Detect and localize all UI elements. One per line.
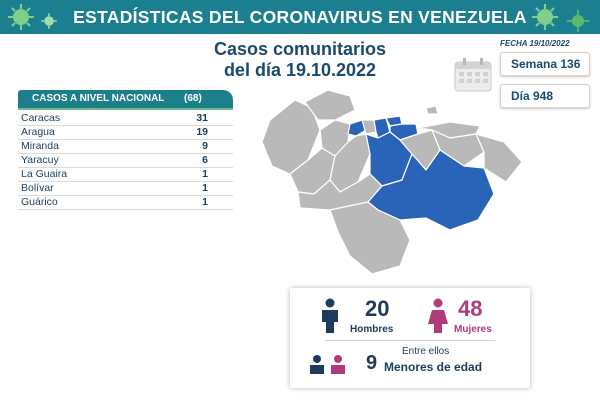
day-badge: Día 948 [500, 84, 590, 108]
subtitle-line2: del día 19.10.2022 [223, 60, 377, 80]
table-row: Guárico 1 [18, 196, 233, 210]
table-title: CASOS A NIVEL NACIONAL [32, 93, 165, 104]
state-value: 6 [202, 154, 208, 166]
state-value: 31 [196, 112, 208, 124]
calendar-icon [454, 58, 492, 92]
date-label: FECHA 19/10/2022 [500, 39, 570, 48]
state-name: Aragua [21, 126, 55, 138]
state-yaracuy [347, 119, 367, 137]
virus-icon [41, 13, 57, 29]
cases-table: CASOS A NIVEL NACIONAL (68) Caracas 31 Ar… [18, 90, 233, 216]
minors-count: 9 [366, 352, 378, 374]
male-label: Hombres [350, 324, 394, 335]
state-name: Caracas [21, 112, 61, 124]
table-header: CASOS A NIVEL NACIONAL (68) [18, 90, 233, 108]
male-count: 20 [365, 296, 390, 321]
state-name: La Guaira [21, 168, 68, 180]
subtitle-line1: Casos comunitarios [213, 39, 387, 59]
male-icon [322, 298, 338, 333]
state-value: 1 [202, 182, 208, 194]
page-title: ESTADÍSTICAS DEL CORONAVIRUS EN VENEZUEL… [73, 7, 527, 27]
virus-icon [532, 4, 558, 30]
subtitle: Casos comunitarios del día 19.10.2022 [150, 39, 450, 81]
table-row: La Guaira 1 [18, 168, 233, 182]
table-row: Yaracuy 6 [18, 154, 233, 168]
venezuela-map [261, 89, 523, 275]
state-value: 1 [202, 196, 208, 208]
minors-label: Menores de edad [384, 360, 483, 374]
table-row: Aragua 19 [18, 126, 233, 140]
table-total: (68) [184, 93, 202, 104]
state-name: Bolívar [21, 182, 54, 194]
state-amazonas [329, 201, 411, 275]
state-name: Miranda [21, 140, 59, 152]
among-them-label: Entre ellos [402, 346, 450, 357]
female-icon [428, 298, 448, 333]
female-label: Mujeres [454, 324, 492, 335]
stats-divider [325, 340, 495, 341]
state-value: 1 [202, 168, 208, 180]
virus-icon [566, 9, 590, 33]
table-row: Miranda 9 [18, 140, 233, 154]
state-value: 19 [196, 126, 208, 138]
virus-icon [8, 4, 34, 30]
state-falcon [304, 89, 356, 121]
state-name: Yaracuy [21, 154, 59, 166]
table-row: Caracas 31 [18, 112, 233, 126]
state-apure [297, 173, 383, 211]
people-icon [310, 355, 345, 374]
table-rows: Caracas 31 Aragua 19 Miranda 9 Yaracuy 6 La … [18, 112, 233, 210]
state-value: 9 [202, 140, 208, 152]
state-name: Guárico [21, 196, 58, 208]
state-nueva-esparta [425, 105, 439, 115]
table-row: Bolívar 1 [18, 182, 233, 196]
week-badge: Semana 136 [500, 52, 590, 76]
header-accent [18, 108, 233, 110]
demographics-card: 20 Hombres 48 Mujeres 9 Entre ellos Meno… [290, 288, 530, 388]
state-delta [475, 133, 523, 183]
header-bar: ESTADÍSTICAS DEL CORONAVIRUS EN VENEZUEL… [0, 0, 600, 34]
female-count: 48 [458, 296, 483, 321]
